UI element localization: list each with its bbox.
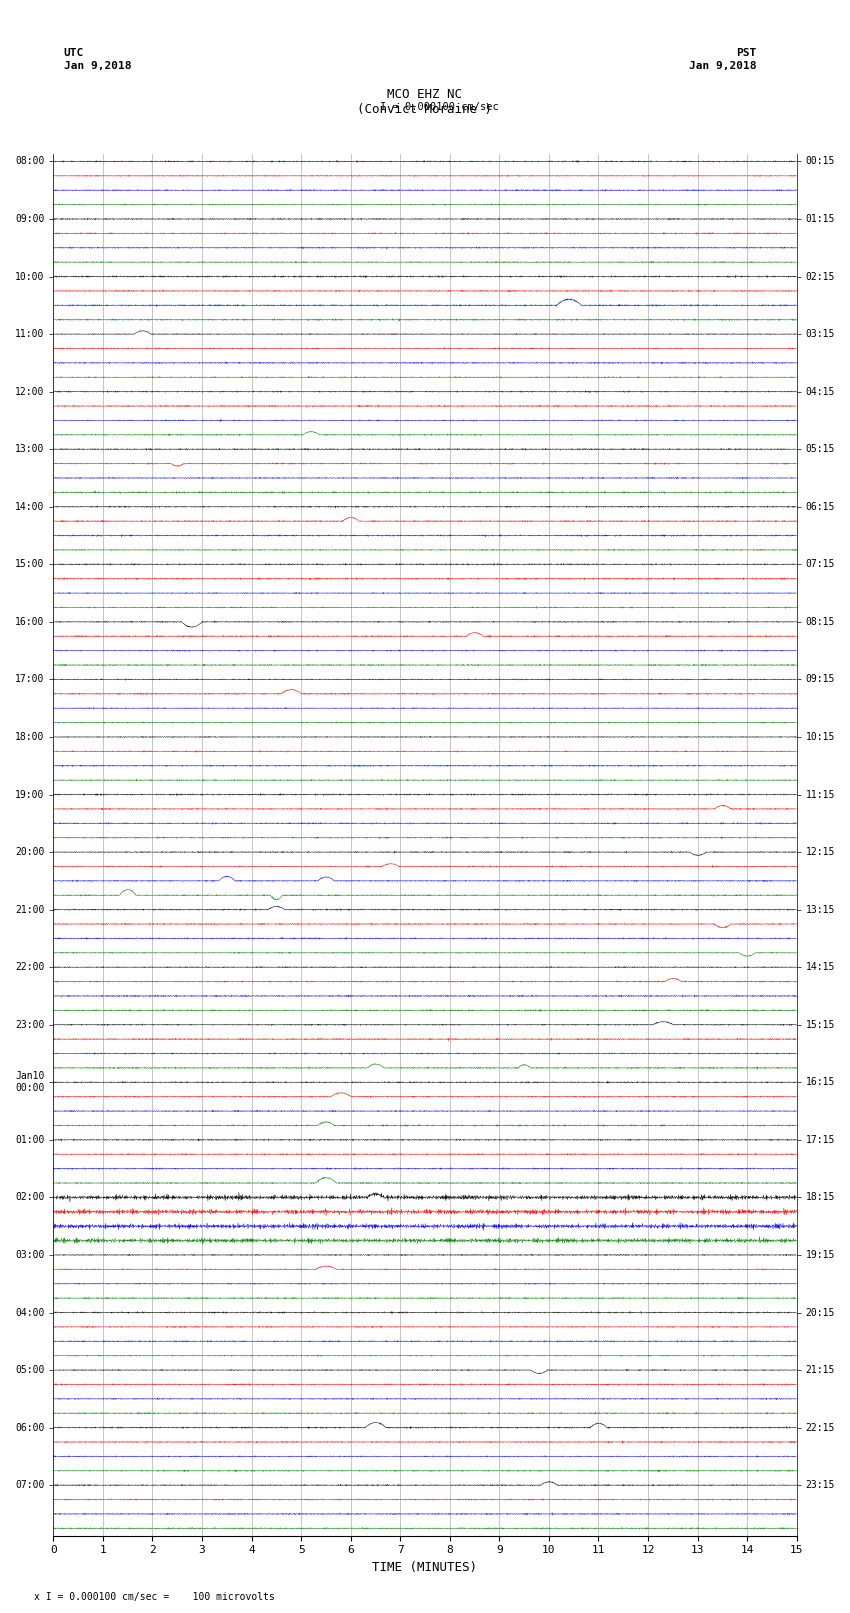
X-axis label: TIME (MINUTES): TIME (MINUTES) <box>372 1561 478 1574</box>
Text: PST: PST <box>736 48 756 58</box>
Text: Jan 9,2018: Jan 9,2018 <box>64 61 131 71</box>
Text: x I = 0.000100 cm/sec =    100 microvolts: x I = 0.000100 cm/sec = 100 microvolts <box>34 1592 275 1602</box>
Text: Jan 9,2018: Jan 9,2018 <box>689 61 756 71</box>
Text: UTC: UTC <box>64 48 84 58</box>
Title: MCO EHZ NC
(Convict Moraine ): MCO EHZ NC (Convict Moraine ) <box>358 87 492 116</box>
Text: I = 0.000100 cm/sec: I = 0.000100 cm/sec <box>381 102 499 111</box>
